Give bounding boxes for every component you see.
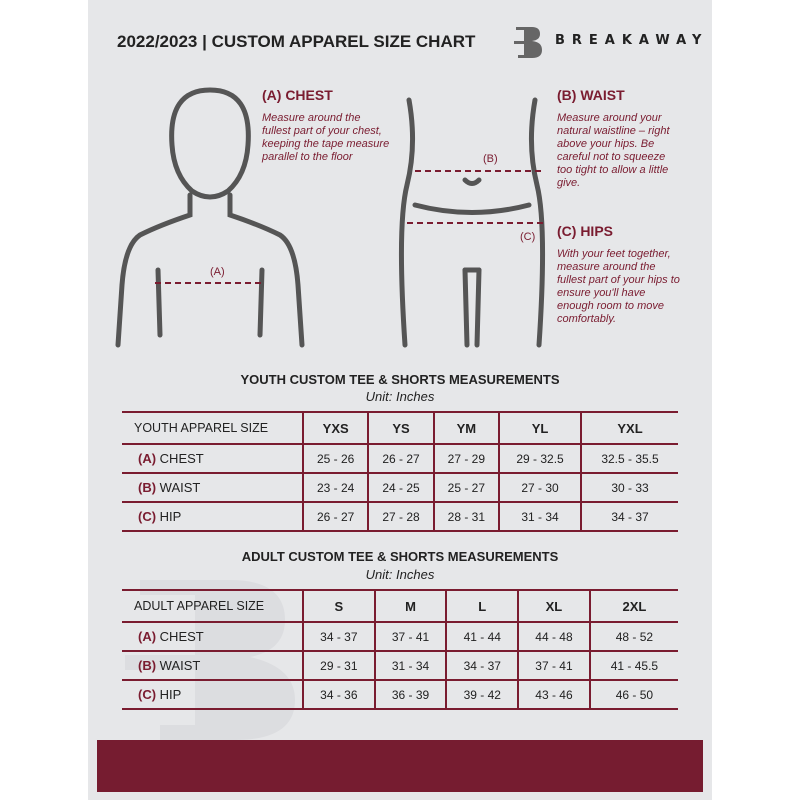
cell: 34 - 37 — [445, 651, 519, 681]
brand-name: BREAKAWAY — [555, 33, 709, 48]
cell: 30 - 33 — [580, 473, 678, 503]
size-header: YXS — [301, 411, 369, 445]
cell: 41 - 45.5 — [588, 651, 678, 681]
adult-table-title: ADULT CUSTOM TEE & SHORTS MEASUREMENTS — [241, 549, 559, 564]
row-label-text: HIP — [159, 509, 182, 524]
size-header: 2XL — [588, 589, 678, 623]
size-header: YM — [432, 411, 500, 445]
row-letter: (A) — [138, 451, 157, 466]
cell: 44 - 48 — [517, 622, 590, 652]
table-row: (A) CHEST 25 - 26 26 - 27 27 - 29 29 - 32.5… — [122, 444, 678, 474]
row-label: (C) HIP — [122, 680, 303, 710]
cell: 32.5 - 35.5 — [580, 444, 678, 474]
waist-hips-figure-illustration — [398, 97, 546, 348]
cell: 48 - 52 — [588, 622, 678, 652]
table-row: (C) HIP 26 - 27 27 - 28 28 - 31 31 - 34 34 -… — [122, 502, 678, 532]
row-letter: (C) — [138, 509, 157, 524]
size-header: YXL — [580, 411, 678, 445]
cell: 34 - 37 — [580, 502, 678, 532]
waist-heading: (B) WAIST — [557, 87, 625, 103]
cell: 43 - 46 — [517, 680, 590, 710]
cell: 34 - 37 — [302, 622, 375, 652]
table-row: (B) WAIST 29 - 31 31 - 34 34 - 37 37 - 41 41… — [122, 651, 678, 681]
row-label-text: CHEST — [159, 451, 204, 466]
row-label-text: WAIST — [159, 480, 201, 495]
cell: 31 - 34 — [373, 651, 447, 681]
row-label-text: HIP — [159, 687, 182, 702]
row-letter: (B) — [138, 480, 157, 495]
row-label-text: CHEST — [159, 629, 204, 644]
breakaway-logo-icon — [514, 27, 542, 58]
row-label: (A) CHEST — [122, 622, 303, 652]
size-header: M — [373, 589, 447, 623]
cell: 26 - 27 — [367, 444, 434, 474]
cell: 37 - 41 — [517, 651, 590, 681]
waist-marker: (B) — [483, 153, 498, 165]
cell: 36 - 39 — [373, 680, 447, 710]
adult-size-table: ADULT APPAREL SIZE S M L XL 2XL (A) CHES… — [122, 589, 678, 710]
row-label: (B) WAIST — [122, 473, 303, 503]
size-header: L — [445, 589, 519, 623]
cell: 29 - 32.5 — [498, 444, 582, 474]
cell: 29 - 31 — [302, 651, 375, 681]
adult-table-unit: Unit: Inches — [365, 567, 435, 582]
size-header: YL — [498, 411, 582, 445]
row-label-text: WAIST — [159, 658, 201, 673]
cell: 23 - 24 — [301, 473, 369, 503]
table-row: (C) HIP 34 - 36 36 - 39 39 - 42 43 - 46 46 -… — [122, 680, 678, 710]
chest-description: Measure around the fullest part of your … — [262, 112, 390, 163]
waist-description: Measure around your natural waistline – … — [557, 112, 670, 189]
header-cell: YOUTH APPAREL SIZE — [122, 411, 303, 445]
row-label: (A) CHEST — [122, 444, 303, 474]
row-label: (B) WAIST — [122, 651, 303, 681]
size-header: XL — [517, 589, 590, 623]
cell: 26 - 27 — [301, 502, 369, 532]
youth-size-table: YOUTH APPAREL SIZE YXS YS YM YL YXL (A) … — [122, 411, 678, 532]
cell: 25 - 27 — [432, 473, 500, 503]
cell: 37 - 41 — [373, 622, 447, 652]
cell: 25 - 26 — [301, 444, 369, 474]
row-letter: (C) — [138, 687, 157, 702]
cell: 28 - 31 — [432, 502, 500, 532]
row-letter: (B) — [138, 658, 157, 673]
footer-bar — [97, 740, 703, 792]
cell: 27 - 28 — [367, 502, 434, 532]
row-label: (C) HIP — [122, 502, 303, 532]
cell: 39 - 42 — [445, 680, 519, 710]
size-header: S — [302, 589, 375, 623]
row-letter: (A) — [138, 629, 157, 644]
chest-figure-illustration — [115, 87, 305, 348]
table-row: (A) CHEST 34 - 37 37 - 41 41 - 44 44 - 48 48… — [122, 622, 678, 652]
header-cell: ADULT APPAREL SIZE — [122, 589, 303, 623]
youth-table-unit: Unit: Inches — [365, 389, 435, 404]
cell: 46 - 50 — [588, 680, 678, 710]
cell: 31 - 34 — [498, 502, 582, 532]
table-header-row: ADULT APPAREL SIZE S M L XL 2XL — [122, 589, 678, 623]
chest-marker: (A) — [210, 266, 225, 278]
page-title: 2022/2023 | CUSTOM APPAREL SIZE CHART — [117, 32, 476, 51]
cell: 27 - 29 — [432, 444, 500, 474]
table-header-row: YOUTH APPAREL SIZE YXS YS YM YL YXL — [122, 411, 678, 445]
cell: 27 - 30 — [498, 473, 582, 503]
hips-description: With your feet together, measure around … — [557, 248, 680, 325]
cell: 24 - 25 — [367, 473, 434, 503]
youth-table-title: YOUTH CUSTOM TEE & SHORTS MEASUREMENTS — [240, 372, 560, 387]
hips-heading: (C) HIPS — [557, 223, 613, 239]
cell: 41 - 44 — [445, 622, 519, 652]
cell: 34 - 36 — [302, 680, 375, 710]
size-header: YS — [367, 411, 434, 445]
chest-heading: (A) CHEST — [262, 87, 333, 103]
hips-marker: (C) — [520, 231, 536, 243]
table-row: (B) WAIST 23 - 24 24 - 25 25 - 27 27 - 30 30… — [122, 473, 678, 503]
